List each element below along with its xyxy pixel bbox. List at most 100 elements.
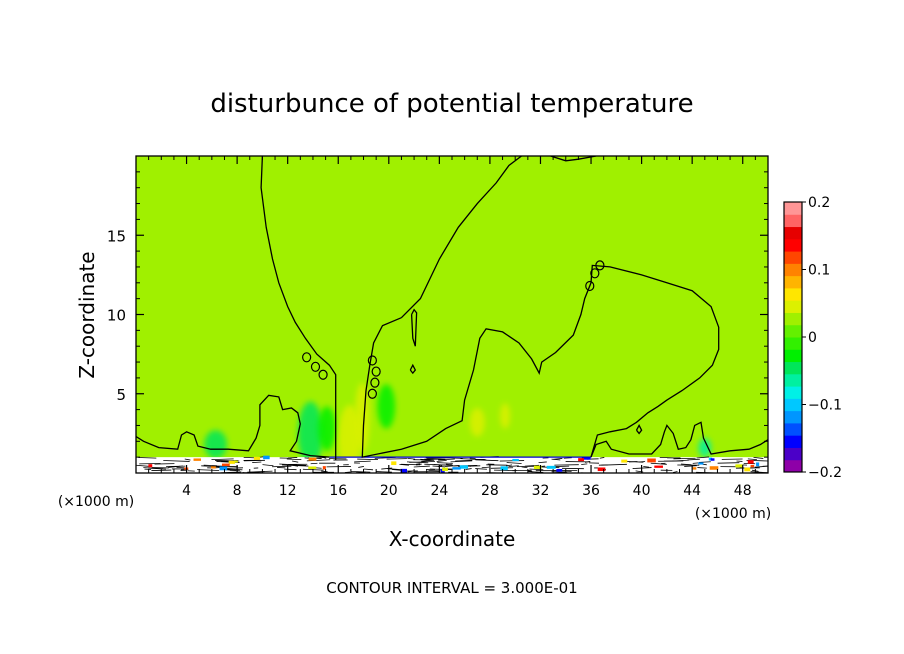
colorbar-swatch-6 bbox=[784, 386, 802, 399]
contour-line-6 bbox=[410, 308, 418, 347]
plot-area bbox=[136, 156, 768, 473]
surface-line bbox=[168, 465, 180, 468]
surface-line bbox=[444, 465, 460, 467]
colorbar-swatch-2 bbox=[784, 435, 802, 448]
surface-line bbox=[499, 460, 525, 462]
surface-line bbox=[506, 462, 522, 464]
contour-oval-2 bbox=[318, 369, 328, 380]
y-axis-label: Z-coordinate bbox=[75, 251, 99, 378]
x-tick-label-24: 24 bbox=[430, 483, 448, 499]
surface-line bbox=[286, 458, 302, 461]
contour-oval-9 bbox=[595, 260, 605, 271]
surface-color-fleck bbox=[391, 461, 397, 466]
x-tick-label-8: 8 bbox=[233, 483, 242, 499]
surface-line bbox=[475, 468, 487, 470]
surface-line bbox=[291, 460, 299, 463]
surface-color-fleck bbox=[735, 464, 743, 468]
surface-color-fleck bbox=[744, 467, 751, 472]
surface-line bbox=[350, 470, 371, 473]
surface-line bbox=[433, 464, 454, 466]
colorbar: 0.2 0.1 0 −0.1 −0.2 bbox=[783, 195, 842, 481]
x-axis-label: X-coordinate bbox=[389, 527, 516, 551]
surface-line bbox=[407, 458, 416, 460]
color-patch-2 bbox=[318, 406, 336, 451]
x-tick-label-4: 4 bbox=[182, 483, 191, 499]
surface-line bbox=[455, 459, 473, 462]
surface-color-fleck bbox=[221, 463, 230, 467]
colorbar-swatch-13 bbox=[784, 300, 802, 313]
colorbar-swatch-4 bbox=[784, 410, 802, 424]
surface-line bbox=[184, 458, 191, 461]
surface-line bbox=[363, 468, 374, 471]
surface-line bbox=[673, 457, 696, 460]
surface-line bbox=[508, 465, 519, 467]
surface-line bbox=[643, 466, 650, 468]
surface-line bbox=[284, 468, 297, 471]
surface-line bbox=[601, 463, 627, 466]
surface-color-fleck bbox=[621, 459, 628, 463]
surface-line bbox=[252, 461, 262, 463]
y-tick-label-15: 15 bbox=[107, 227, 126, 245]
color-patch-6 bbox=[469, 408, 485, 437]
surface-color-fleck bbox=[234, 460, 238, 463]
contour-oval-1 bbox=[310, 361, 321, 372]
colorbar-swatch-11 bbox=[784, 324, 802, 338]
x-unit-left: (×1000 m) bbox=[58, 494, 134, 510]
surface-color-fleck bbox=[756, 462, 760, 467]
surface-line bbox=[696, 456, 710, 459]
surface-line bbox=[506, 464, 513, 467]
colorbar-label-3: −0.1 bbox=[808, 398, 842, 414]
surface-line bbox=[538, 461, 547, 464]
surface-color-fleck bbox=[400, 468, 408, 473]
contour-oval-0 bbox=[302, 352, 312, 363]
surface-color-fleck bbox=[692, 467, 697, 470]
surface-line bbox=[680, 463, 692, 466]
surface-line bbox=[697, 467, 707, 469]
surface-color-fleck bbox=[750, 464, 755, 468]
surface-line bbox=[481, 466, 490, 469]
contour-line-3 bbox=[361, 264, 720, 458]
surface-color-fleck bbox=[709, 466, 719, 470]
surface-line bbox=[415, 463, 421, 465]
surface-color-fleck bbox=[459, 465, 468, 469]
surface-line bbox=[203, 464, 218, 467]
contour-oval-6 bbox=[367, 388, 377, 399]
surface-line bbox=[445, 463, 453, 466]
surface-color-fleck bbox=[210, 466, 216, 469]
surface-color-fleck bbox=[654, 465, 663, 468]
contour-line-5 bbox=[590, 421, 768, 458]
color-patch-4 bbox=[354, 382, 370, 453]
surface-line bbox=[437, 462, 453, 464]
colorbar-swatch-20 bbox=[784, 214, 802, 228]
x-tick-label-32: 32 bbox=[532, 483, 550, 499]
surface-line bbox=[753, 457, 764, 459]
chart-title: disturbunce of potential temperature bbox=[210, 89, 693, 119]
contour-oval-5 bbox=[370, 377, 380, 388]
surface-color-fleck bbox=[322, 466, 326, 470]
x-tick-label-20: 20 bbox=[380, 483, 398, 499]
contour-line-1 bbox=[400, 156, 522, 319]
surface-line bbox=[406, 461, 429, 464]
surface-line bbox=[432, 465, 445, 468]
contour-line-8 bbox=[635, 424, 643, 435]
surface-line bbox=[684, 465, 697, 467]
surface-color-fleck bbox=[581, 457, 591, 460]
colorbar-swatch-21 bbox=[784, 202, 802, 215]
surface-line bbox=[262, 464, 274, 467]
surface-line bbox=[437, 458, 455, 461]
x-tick-label-28: 28 bbox=[481, 483, 499, 499]
color-patch-8 bbox=[698, 438, 712, 458]
colorbar-swatch-3 bbox=[784, 422, 802, 436]
surface-line bbox=[354, 460, 371, 463]
colorbar-swatch-8 bbox=[784, 361, 802, 375]
surface-line bbox=[143, 467, 164, 470]
colorbar-swatch-12 bbox=[784, 312, 802, 326]
contour-line-7 bbox=[409, 363, 417, 375]
surface-color-fleck bbox=[452, 467, 461, 470]
contour-oval-4 bbox=[371, 366, 381, 377]
surface-color-fleck bbox=[500, 466, 508, 471]
field-background bbox=[136, 156, 768, 473]
x-tick-label-16: 16 bbox=[329, 483, 347, 499]
